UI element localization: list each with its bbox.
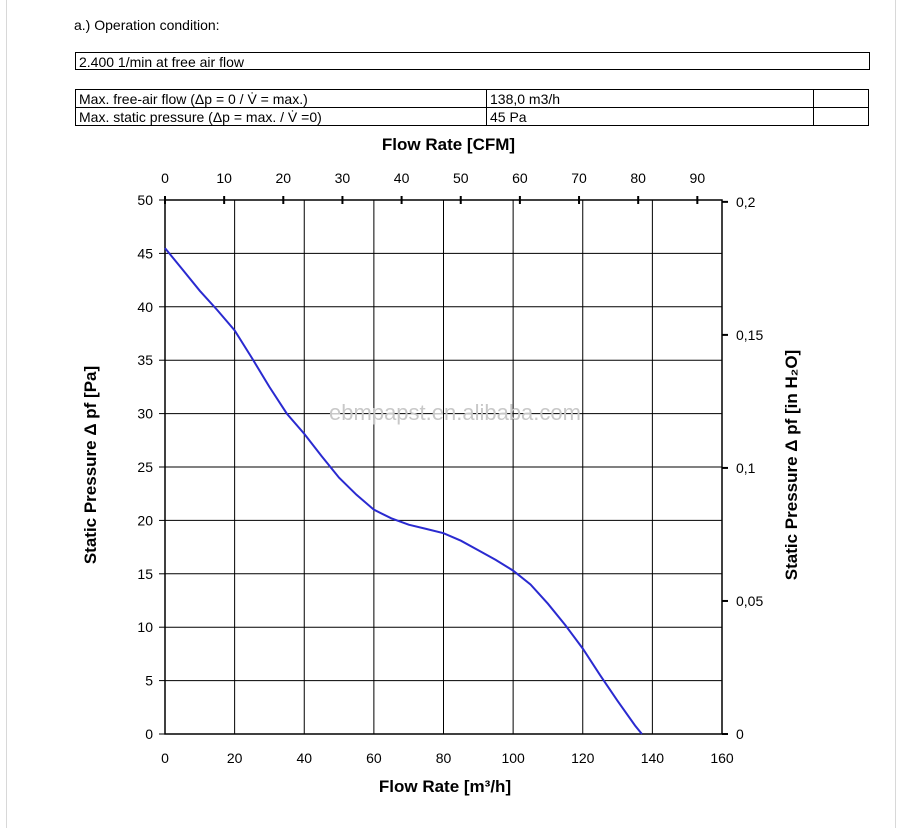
spec-label: Max. static pressure (Δp = max. / V̇ =0) — [75, 107, 487, 126]
operation-condition-text: 2.400 1/min at free air flow — [79, 54, 244, 70]
x2-tick-label: 60 — [512, 170, 528, 186]
left-axis-title: Static Pressure Δ pf [Pa] — [81, 366, 100, 564]
x-tick-label: 160 — [710, 750, 734, 766]
y-tick-label: 40 — [137, 299, 153, 315]
plot-frame — [164, 199, 723, 735]
pressure-curve — [164, 247, 643, 735]
y-tick-label: 35 — [137, 352, 153, 368]
tick-labels: 0 20 40 60 80 100 120 140 1600510152025303540455… — [137, 170, 763, 766]
watermark: ebmpapst.en.alibaba.com — [329, 400, 581, 425]
bottom-axis-title: Flow Rate [m³/h] — [379, 777, 511, 796]
y-tick-label: 50 — [137, 192, 153, 208]
x-tick-label: 20 — [227, 750, 243, 766]
x-tick-label: 120 — [571, 750, 595, 766]
x2-tick-label: 80 — [630, 170, 646, 186]
top-axis-title: Flow Rate [CFM] — [382, 135, 515, 154]
spec-empty-cell — [813, 107, 869, 126]
x2-tick-label: 40 — [394, 170, 410, 186]
y2-tick-label: 0,05 — [736, 593, 763, 609]
specs-table: Max. free-air flow (Δp = 0 / V̇ = max.) … — [75, 89, 869, 126]
x2-tick-label: 70 — [571, 170, 587, 186]
table-row: Max. free-air flow (Δp = 0 / V̇ = max.) … — [75, 89, 869, 108]
x2-tick-label: 20 — [276, 170, 292, 186]
grid — [159, 196, 728, 735]
x2-tick-label: 50 — [453, 170, 469, 186]
y-tick-label: 10 — [137, 619, 153, 635]
spec-value: 138,0 m3/h — [486, 89, 814, 108]
x2-tick-label: 0 — [161, 170, 169, 186]
operation-condition-box: 2.400 1/min at free air flow — [75, 52, 870, 70]
x-tick-label: 40 — [296, 750, 312, 766]
y-tick-label: 45 — [137, 245, 153, 261]
x-tick-label: 140 — [641, 750, 665, 766]
x2-tick-label: 30 — [335, 170, 351, 186]
y-tick-label: 0 — [145, 726, 153, 742]
page-frame — [6, 0, 896, 828]
y2-tick-label: 0,1 — [736, 460, 756, 476]
x-tick-label: 80 — [436, 750, 452, 766]
x-tick-label: 60 — [366, 750, 382, 766]
x2-tick-label: 10 — [216, 170, 232, 186]
y-tick-label: 5 — [145, 673, 153, 689]
y2-tick-label: 0,2 — [736, 194, 756, 210]
x2-tick-label: 90 — [690, 170, 706, 186]
y2-tick-label: 0 — [736, 726, 744, 742]
y-tick-label: 15 — [137, 566, 153, 582]
y-tick-label: 25 — [137, 459, 153, 475]
y2-tick-label: 0,15 — [736, 327, 763, 343]
x-tick-label: 0 — [161, 750, 169, 766]
x-tick-label: 100 — [501, 750, 525, 766]
y-tick-label: 30 — [137, 406, 153, 422]
y-tick-label: 20 — [137, 512, 153, 528]
table-row: Max. static pressure (Δp = max. / V̇ =0)… — [75, 107, 869, 126]
right-axis-title: Static Pressure Δ pf [in H₂O] — [782, 350, 801, 580]
section-heading: a.) Operation condition: — [74, 17, 220, 33]
